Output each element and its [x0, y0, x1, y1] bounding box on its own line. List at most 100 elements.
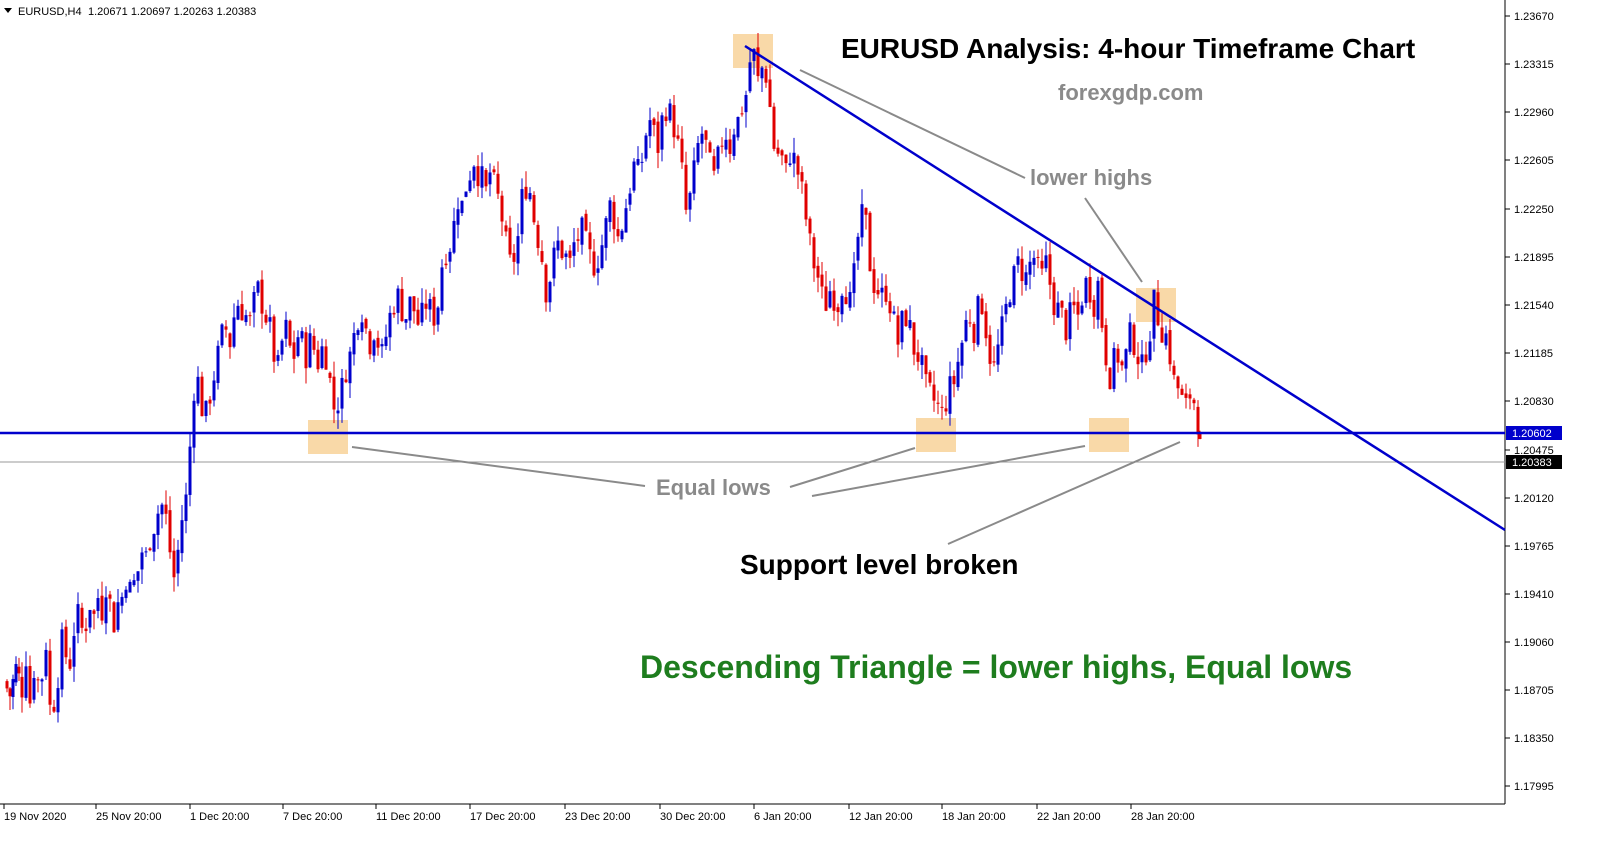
- candle-body: [1052, 282, 1056, 316]
- price-tick-label: 1.23315: [1514, 59, 1554, 71]
- candle-body: [568, 250, 572, 258]
- candle-body: [432, 296, 436, 326]
- time-tick-label: 6 Jan 20:00: [754, 811, 812, 823]
- candle-body: [1040, 260, 1044, 269]
- candle-body: [144, 551, 148, 553]
- candle-body: [572, 242, 576, 256]
- candle-body: [956, 361, 960, 388]
- candle-body: [420, 302, 424, 323]
- candle-body: [776, 147, 780, 154]
- candle-body: [516, 236, 520, 264]
- candle-body: [1140, 354, 1144, 363]
- candle-body: [1164, 333, 1168, 346]
- candle-body: [268, 317, 272, 322]
- candle-body: [272, 316, 276, 362]
- candle-body: [364, 318, 368, 329]
- candle-body: [280, 340, 284, 355]
- pointer-equal-low-3: [811, 445, 1086, 497]
- candles: [5, 33, 1202, 723]
- candle-body: [436, 307, 440, 325]
- candle-body: [1000, 316, 1004, 346]
- price-tick-label: 1.18705: [1514, 685, 1554, 697]
- candle-body: [504, 225, 508, 232]
- candle-body: [228, 333, 232, 348]
- time-tick-label: 19 Nov 2020: [4, 811, 66, 823]
- candle-body: [876, 290, 880, 295]
- candle-body: [912, 322, 916, 355]
- candle-body: [1144, 354, 1148, 363]
- candle-body: [840, 295, 844, 315]
- candle-body: [740, 113, 744, 115]
- candle-body: [24, 666, 28, 698]
- candle-body: [472, 166, 476, 181]
- candle-body: [544, 264, 548, 303]
- candle-body: [688, 192, 692, 210]
- chart-menu-triangle-icon[interactable]: [4, 8, 12, 13]
- time-tick-label: 28 Jan 20:00: [1131, 811, 1195, 823]
- candle-body: [656, 121, 660, 153]
- candle-body: [1016, 256, 1020, 265]
- candle-body: [684, 164, 688, 210]
- candle-body: [396, 288, 400, 313]
- candle-body: [672, 105, 676, 138]
- candle-body: [416, 309, 420, 325]
- candle-body: [360, 322, 364, 333]
- candle-body: [668, 103, 672, 121]
- candle-body: [748, 62, 752, 92]
- candle-body: [480, 166, 484, 188]
- candle-body: [1024, 272, 1028, 285]
- time-tick-label: 11 Dec 20:00: [376, 811, 441, 823]
- candle-body: [440, 267, 444, 311]
- candle-body: [5, 681, 9, 689]
- candle-body: [468, 180, 472, 192]
- candle-body: [1092, 299, 1096, 317]
- candle-body: [812, 237, 816, 269]
- candle-body: [40, 679, 44, 682]
- candle-body: [932, 384, 936, 401]
- candle-body: [1084, 277, 1088, 304]
- candle-body: [148, 548, 152, 551]
- candle-body: [160, 504, 164, 515]
- pointer-equal-low-2: [789, 447, 916, 488]
- candle-body: [1128, 322, 1132, 352]
- candle-body: [996, 344, 1000, 365]
- candle-body: [784, 154, 788, 164]
- candle-body: [520, 189, 524, 235]
- time-tick-label: 12 Jan 20:00: [849, 811, 913, 823]
- candle-body: [884, 285, 888, 302]
- candle-body: [392, 312, 396, 315]
- candle-body: [348, 351, 352, 384]
- price-tick-label: 1.20120: [1514, 493, 1554, 505]
- candle-body: [788, 163, 792, 166]
- candle-body: [276, 355, 280, 361]
- candle-body: [1060, 300, 1064, 308]
- candle-body: [1172, 365, 1176, 375]
- candle-body: [1120, 361, 1124, 366]
- candle-body: [32, 678, 36, 700]
- time-tick-label: 25 Nov 20:00: [96, 811, 161, 823]
- candle-body: [64, 626, 68, 658]
- candle-body: [1108, 367, 1112, 390]
- candle-body: [836, 307, 840, 313]
- candle-body: [536, 224, 540, 248]
- candle-body: [496, 173, 500, 194]
- lower-highs-label: lower highs: [1030, 165, 1152, 190]
- current-price-tag: 1.20383: [1506, 455, 1562, 469]
- candle-body: [232, 317, 236, 347]
- candle-body: [1008, 302, 1012, 307]
- candle-body: [284, 319, 288, 339]
- price-axis: 1.23670 1.23315 1.22960 1.22605 1.22250 1.218…: [1505, 11, 1554, 793]
- price-tick-label: 1.21895: [1514, 252, 1554, 264]
- candle-body: [248, 315, 252, 317]
- candle-body: [860, 204, 864, 238]
- price-tick-label: 1.20830: [1514, 396, 1554, 408]
- candle-body: [492, 169, 496, 173]
- descending-trendline[interactable]: [744, 44, 1506, 532]
- candle-body: [1028, 261, 1032, 275]
- candle-body: [156, 513, 160, 535]
- candle-body: [1176, 376, 1180, 389]
- candle-body: [11, 679, 15, 697]
- candle-body: [992, 361, 996, 363]
- candle-body: [552, 247, 556, 279]
- candle-body: [1168, 330, 1172, 365]
